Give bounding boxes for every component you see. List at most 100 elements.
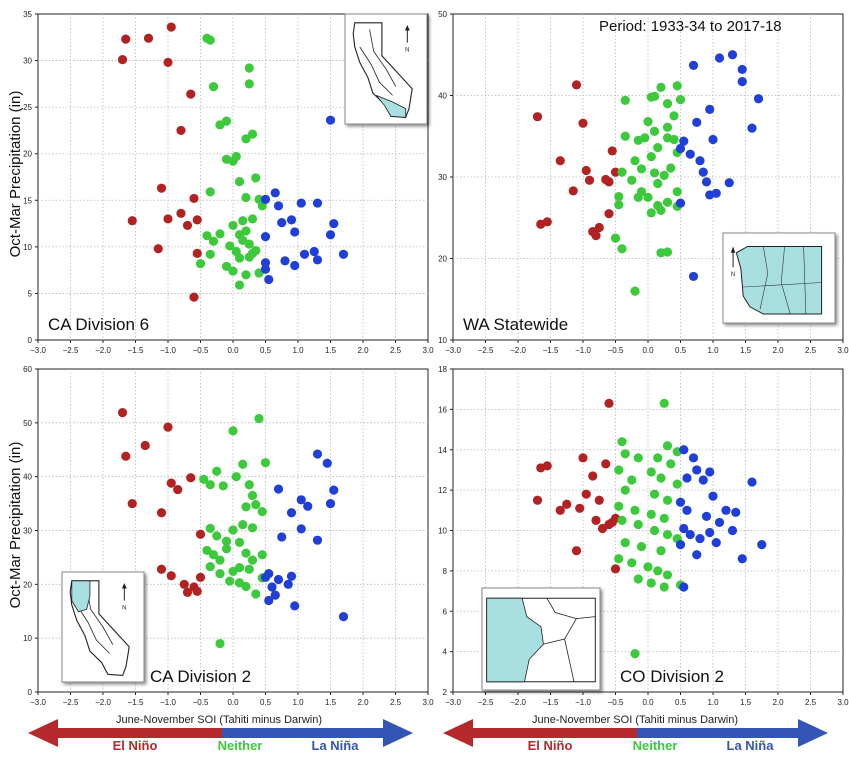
data-point: [737, 77, 747, 87]
svg-text:N: N: [122, 605, 126, 611]
data-point: [270, 590, 280, 600]
panel-title: CA Division 6: [48, 315, 149, 334]
data-point: [228, 525, 238, 535]
data-point: [329, 485, 339, 495]
y-tick-label: 35: [23, 10, 32, 19]
data-point: [714, 53, 725, 63]
data-point: [698, 167, 708, 177]
y-tick-label: 20: [23, 150, 32, 159]
x-tick-label: −2.5: [63, 346, 79, 355]
data-point: [747, 123, 757, 133]
data-point: [692, 550, 702, 560]
x-tick-label: 2.5: [805, 346, 817, 355]
data-point: [607, 146, 617, 156]
data-point: [724, 178, 734, 188]
data-point: [117, 55, 128, 65]
data-point: [270, 188, 280, 198]
y-tick-label: 40: [438, 92, 447, 101]
data-point: [584, 175, 595, 185]
data-point: [646, 509, 656, 519]
data-point: [685, 149, 695, 159]
data-point: [630, 156, 640, 166]
data-point: [277, 218, 287, 228]
series-la-nina: [675, 445, 767, 592]
data-point: [221, 544, 232, 554]
data-point: [234, 280, 245, 290]
data-point: [241, 581, 251, 592]
series-el-nino: [532, 398, 621, 574]
data-point: [221, 261, 232, 272]
x-tick-label: −1.5: [128, 698, 144, 707]
data-point: [202, 231, 212, 241]
x-tick-label: 1.0: [707, 698, 719, 707]
data-point: [299, 249, 310, 259]
data-point: [163, 422, 173, 432]
data-point: [659, 170, 669, 180]
data-point: [338, 249, 349, 259]
data-point: [221, 536, 232, 546]
y-tick-label: 10: [23, 243, 32, 252]
data-point: [228, 426, 238, 436]
data-point: [199, 474, 209, 484]
y-tick-label: 18: [438, 365, 447, 374]
series-el-nino: [117, 22, 202, 302]
data-point: [666, 459, 676, 469]
el-nino-label: El Niño: [528, 738, 573, 752]
x-tick-label: 0.0: [642, 346, 654, 355]
data-point: [238, 519, 248, 530]
california-north-map-icon: N: [61, 571, 145, 683]
x-tick-label: −1.0: [160, 346, 176, 355]
data-point: [581, 489, 591, 499]
y-tick-label: 20: [438, 255, 447, 264]
data-point: [163, 214, 173, 224]
data-point: [604, 398, 614, 408]
data-point: [627, 175, 637, 185]
data-point: [617, 167, 627, 177]
data-point: [604, 209, 614, 219]
data-point: [649, 525, 660, 536]
x-tick-label: −0.5: [608, 698, 624, 707]
data-point: [675, 540, 686, 550]
data-point: [646, 467, 656, 477]
data-point: [633, 192, 643, 202]
data-point: [711, 188, 721, 198]
data-point: [597, 523, 608, 534]
data-point: [721, 505, 731, 515]
data-point: [208, 550, 219, 560]
data-point: [588, 471, 598, 481]
data-point: [182, 220, 193, 231]
data-point: [620, 485, 630, 495]
y-tick-label: 14: [438, 446, 447, 455]
data-point: [662, 197, 673, 207]
data-point: [221, 116, 232, 126]
data-point: [617, 244, 627, 254]
el-nino-arrow: [443, 719, 637, 747]
data-point: [231, 472, 241, 482]
y-tick-label: 25: [23, 103, 32, 112]
data-point: [290, 260, 300, 271]
y-tick-label: 0: [28, 336, 33, 345]
data-point: [228, 266, 238, 276]
data-point: [325, 498, 336, 509]
y-tick-label: 4: [443, 648, 448, 657]
chart-panel: −3.0 −2.5 −2.0 −1.5 −1.0 −0.5 0.0 0.5 1.0 1.5 2.0 2…: [23, 365, 434, 707]
neither-label: Neither: [633, 738, 678, 752]
data-point: [610, 564, 621, 574]
data-point: [737, 554, 747, 564]
data-point: [325, 115, 336, 125]
y-tick-label: 15: [23, 196, 32, 205]
x-tick-label: −2.0: [95, 698, 111, 707]
data-point: [669, 111, 679, 121]
data-point: [617, 437, 627, 447]
x-tick-label: 0.0: [227, 346, 239, 355]
data-point: [127, 216, 137, 226]
data-point: [296, 495, 306, 505]
data-point: [215, 229, 225, 239]
data-point: [682, 505, 692, 515]
x-tick-label: −2.5: [478, 346, 494, 355]
data-point: [260, 194, 271, 204]
x-tick-label: 3.0: [422, 698, 434, 707]
data-point: [208, 236, 219, 246]
x-axis-label-right: June-November SOI (Tahiti minus Darwin): [532, 714, 738, 726]
